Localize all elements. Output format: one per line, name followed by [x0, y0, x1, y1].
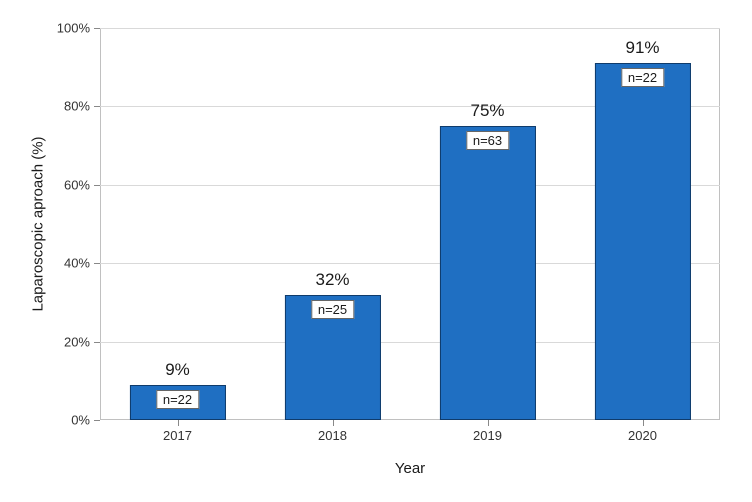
bar: 91%n=22 — [594, 63, 690, 420]
bar-value-label: 9% — [165, 360, 190, 380]
bar-n-box: n=25 — [311, 300, 354, 319]
plot-area: 0%20%40%60%80%100%20179%n=22201832%n=252… — [100, 28, 720, 420]
bar: 75%n=63 — [439, 126, 535, 420]
chart-container: 0%20%40%60%80%100%20179%n=22201832%n=252… — [0, 0, 752, 502]
bar-n-box: n=63 — [466, 131, 509, 150]
x-tick-label: 2017 — [163, 420, 192, 443]
bar-value-label: 75% — [470, 101, 504, 121]
y-tick-label: 80% — [64, 99, 100, 114]
bar-value-label: 32% — [315, 270, 349, 290]
gridline — [100, 28, 720, 29]
bar: 9%n=22 — [129, 385, 225, 420]
y-tick-label: 60% — [64, 177, 100, 192]
y-tick-label: 0% — [71, 413, 100, 428]
x-tick-label: 2018 — [318, 420, 347, 443]
bar-n-box: n=22 — [156, 390, 199, 409]
bar-n-box: n=22 — [621, 68, 664, 87]
y-tick-label: 40% — [64, 256, 100, 271]
y-tick-label: 20% — [64, 334, 100, 349]
bar-value-label: 91% — [625, 38, 659, 58]
bar: 32%n=25 — [284, 295, 380, 420]
x-tick-label: 2019 — [473, 420, 502, 443]
x-axis-title: Year — [395, 460, 425, 477]
y-axis-title: Laparoscopic aproach (%) — [30, 136, 47, 311]
x-tick-label: 2020 — [628, 420, 657, 443]
y-tick-label: 100% — [57, 21, 100, 36]
